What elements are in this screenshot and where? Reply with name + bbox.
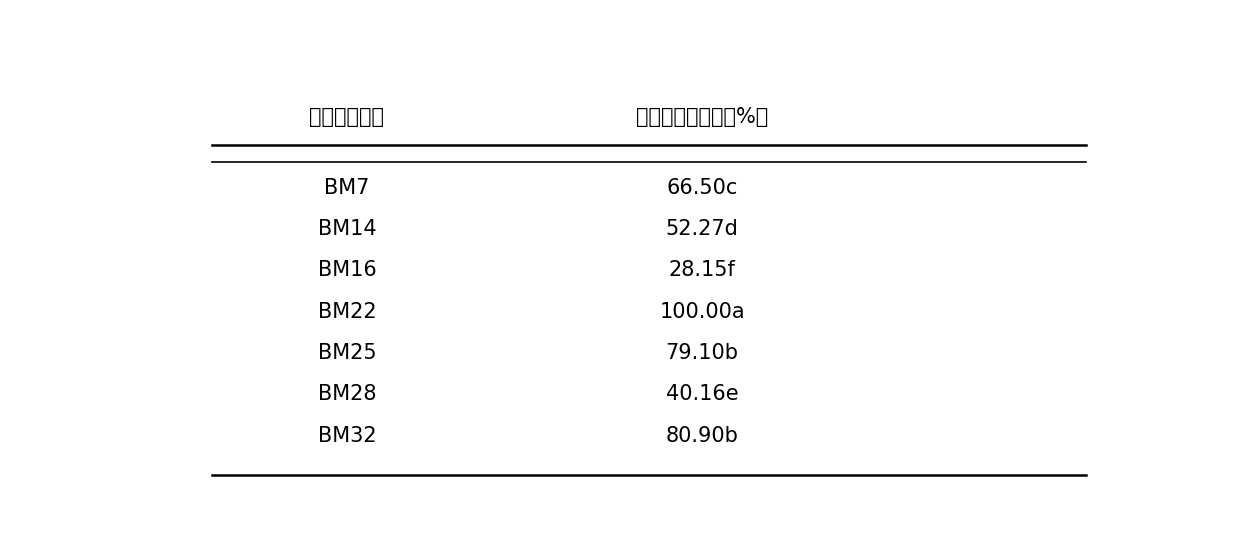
Text: 28.15f: 28.15f [669, 260, 736, 280]
Text: 100.00a: 100.00a [659, 301, 745, 322]
Text: 66.50c: 66.50c [667, 178, 738, 198]
Text: BM22: BM22 [317, 301, 377, 322]
Text: BM25: BM25 [317, 343, 377, 363]
Text: BM7: BM7 [325, 178, 369, 198]
Text: 79.10b: 79.10b [665, 343, 738, 363]
Text: BM16: BM16 [317, 260, 377, 280]
Text: 52.27d: 52.27d [665, 219, 738, 239]
Text: 40.16e: 40.16e [665, 384, 738, 404]
Text: 菌落生长抑制率（%）: 菌落生长抑制率（%） [636, 107, 768, 127]
Text: 内生细菌菌株: 内生细菌菌株 [310, 107, 384, 127]
Text: BM14: BM14 [317, 219, 377, 239]
Text: BM32: BM32 [317, 426, 377, 446]
Text: 80.90b: 80.90b [665, 426, 738, 446]
Text: BM28: BM28 [317, 384, 377, 404]
